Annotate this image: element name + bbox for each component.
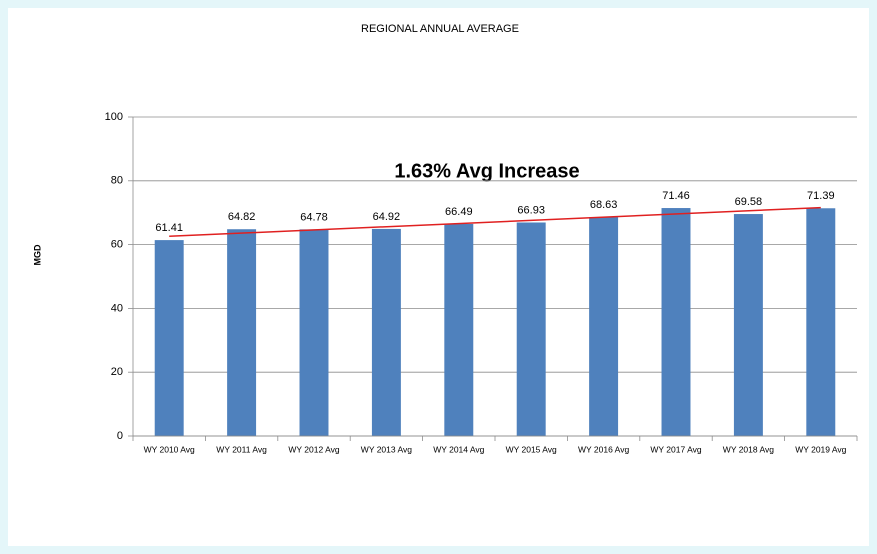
chart-panel	[8, 8, 869, 546]
y-tick-label: 0	[117, 430, 123, 442]
y-tick-label: 80	[111, 175, 123, 187]
annotation: 1.63% Avg Increase	[394, 160, 579, 182]
x-tick-label: WY 2018 Avg	[723, 444, 774, 454]
bar	[154, 240, 184, 436]
bar	[371, 228, 401, 436]
data-label: 64.78	[300, 211, 328, 223]
data-label: 64.82	[228, 211, 256, 223]
data-label: 64.92	[373, 211, 401, 223]
data-label: 71.46	[662, 190, 690, 202]
x-tick-label: WY 2016 Avg	[578, 444, 629, 454]
data-label: 66.49	[445, 206, 473, 218]
data-label: 68.63	[590, 199, 618, 211]
bar	[733, 214, 763, 436]
data-label: 71.39	[807, 190, 835, 202]
x-tick-label: WY 2013 Avg	[361, 444, 412, 454]
y-axis-label: MGD	[32, 244, 42, 265]
y-tick-label: 100	[105, 111, 123, 123]
data-label: 66.93	[517, 204, 545, 216]
y-tick-label: 20	[111, 366, 123, 378]
bar	[516, 222, 546, 436]
y-tick-label: 60	[111, 239, 123, 251]
x-tick-label: WY 2015 Avg	[506, 444, 557, 454]
trend-line	[169, 206, 821, 238]
bar	[227, 229, 257, 436]
data-label: 69.58	[735, 196, 763, 208]
bar	[299, 229, 329, 436]
y-tick-label: 40	[111, 302, 123, 314]
bar	[589, 217, 619, 436]
x-tick-label: WY 2014 Avg	[433, 444, 484, 454]
bar	[806, 208, 836, 436]
data-label: 61.41	[155, 222, 183, 234]
chart-title: REGIONAL ANNUAL AVERAGE	[361, 23, 519, 35]
x-tick-label: WY 2017 Avg	[650, 444, 701, 454]
x-tick-label: WY 2011 Avg	[216, 444, 267, 454]
bar	[661, 208, 691, 436]
bar	[444, 223, 474, 436]
x-tick-label: WY 2019 Avg	[795, 444, 846, 454]
x-tick-label: WY 2010 Avg	[144, 444, 195, 454]
x-tick-label: WY 2012 Avg	[288, 444, 339, 454]
